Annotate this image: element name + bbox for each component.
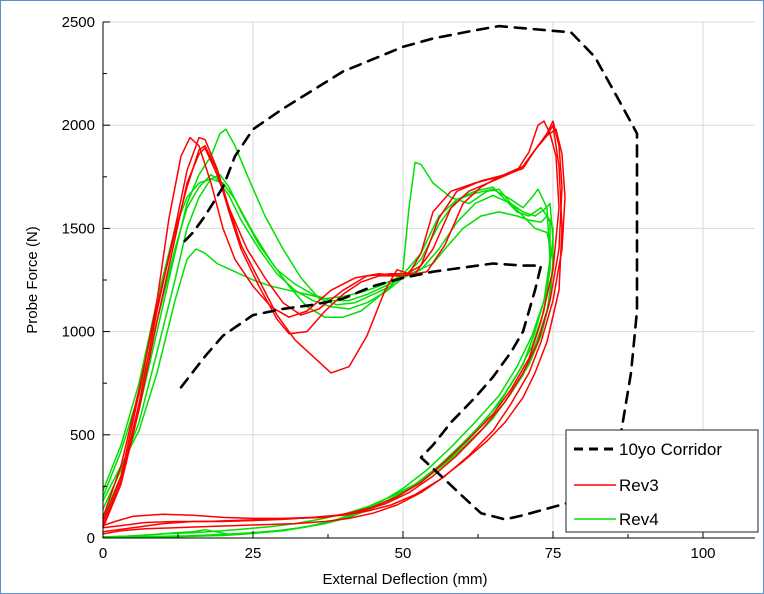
y-tick-label: 1000 [62, 324, 95, 341]
x-tick-label: 75 [545, 545, 562, 562]
legend: 10yo Corridor Rev3 Rev4 [565, 429, 759, 533]
x-tick-label: 25 [245, 545, 262, 562]
grid [103, 21, 755, 538]
legend-label-rev4: Rev4 [619, 510, 659, 529]
series-rev4-7 [102, 173, 551, 539]
y-tick-label: 2000 [62, 117, 95, 134]
y-tick-label: 0 [87, 530, 95, 547]
series-corridor-0 [179, 24, 639, 521]
legend-label-corridor: 10yo Corridor [619, 440, 722, 459]
x-tick-label: 50 [395, 545, 412, 562]
legend-box [565, 429, 759, 533]
series-rev4-9 [102, 128, 554, 538]
y-tick-label: 2500 [62, 14, 95, 31]
y-tick-label: 500 [70, 427, 95, 444]
series-rev3-4 [102, 128, 566, 535]
x-tick-label: 0 [99, 545, 107, 562]
series-rev4-8 [102, 178, 551, 539]
series-rev3-2 [102, 120, 560, 529]
series-rev4-6 [102, 173, 554, 539]
y-axis-title: Probe Force (N) [24, 226, 41, 334]
series-rev3-1 [102, 124, 563, 533]
y-tick-label: 1500 [62, 220, 95, 237]
x-axis-title: External Deflection (mm) [322, 571, 487, 588]
series-rev3-3 [102, 120, 563, 527]
x-tick-label: 100 [690, 545, 715, 562]
series-layer [102, 24, 639, 539]
legend-label-rev3: Rev3 [619, 476, 659, 495]
